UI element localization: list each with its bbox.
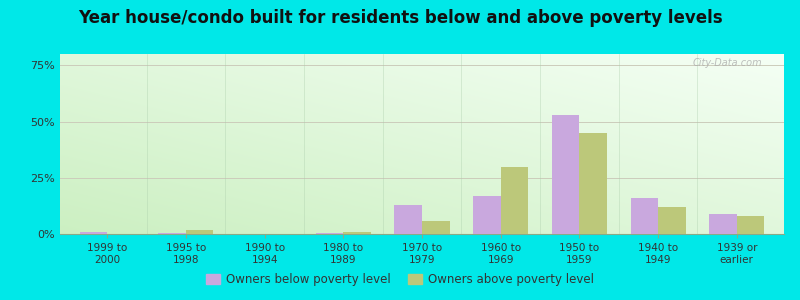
Bar [343, 232, 371, 234]
Bar [710, 214, 737, 234]
Bar [186, 230, 214, 234]
Bar [737, 216, 764, 234]
Bar [630, 198, 658, 234]
Bar [394, 205, 422, 234]
Legend: Owners below poverty level, Owners above poverty level: Owners below poverty level, Owners above… [201, 269, 599, 291]
Bar [80, 232, 107, 234]
Bar [422, 220, 450, 234]
Bar [473, 196, 501, 234]
Bar [579, 133, 607, 234]
Bar [658, 207, 686, 234]
Text: City-Data.com: City-Data.com [693, 58, 762, 68]
Text: Year house/condo built for residents below and above poverty levels: Year house/condo built for residents bel… [78, 9, 722, 27]
Bar [552, 115, 579, 234]
Bar [316, 233, 343, 234]
Bar [501, 167, 528, 234]
Bar [158, 233, 186, 234]
